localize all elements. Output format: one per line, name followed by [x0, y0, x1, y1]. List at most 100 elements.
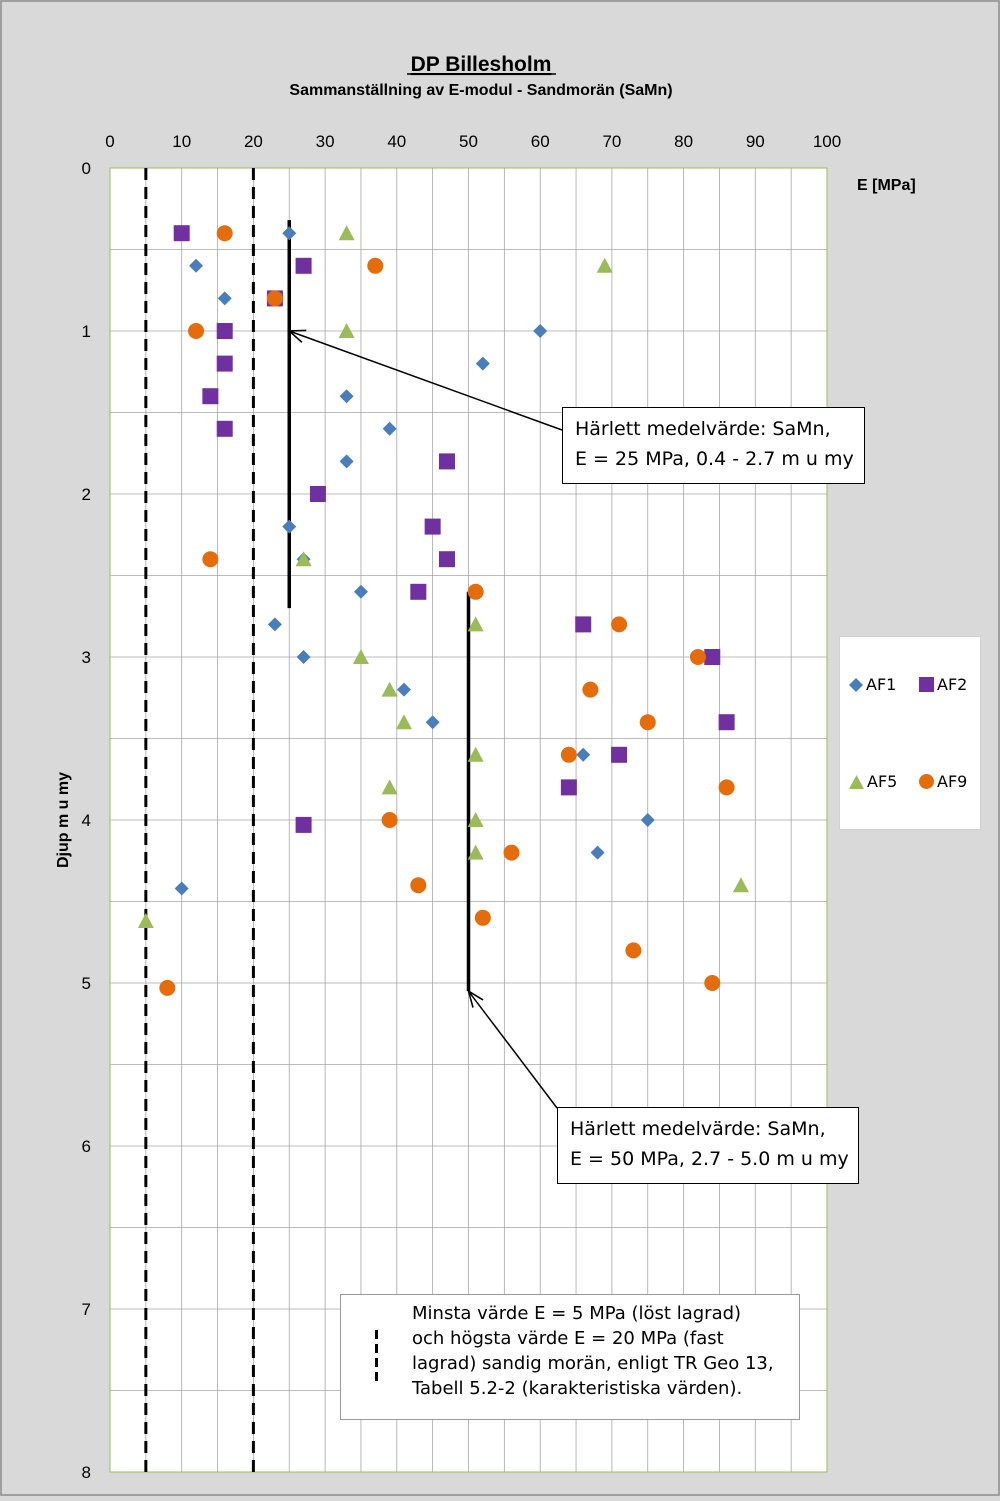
data-point-af9 [611, 616, 628, 633]
data-point-af5 [596, 257, 613, 273]
annotation-line: Härlett medelvärde: SaMn, [570, 1118, 826, 1140]
legend-label: AF1 [866, 675, 897, 694]
data-point-af2 [560, 779, 577, 796]
legend-item-af2: AF2 [919, 675, 967, 694]
data-point-af9 [216, 225, 233, 242]
y-tick-label: 0 [82, 159, 91, 178]
annotation-arrow-head [467, 989, 484, 1008]
annotation-mean-upper: Härlett medelvärde: SaMn, E = 25 MPa, 0.… [562, 407, 865, 484]
annotation-arrows [287, 329, 563, 1109]
data-point-af2 [410, 583, 427, 600]
data-point-af1 [282, 519, 297, 534]
data-point-af9 [410, 877, 427, 894]
annotation-arrow-line [288, 330, 563, 431]
data-point-af5 [467, 844, 484, 860]
data-point-af2 [202, 388, 219, 405]
circle-icon [919, 774, 934, 789]
x-tick-label: 100 [813, 132, 841, 151]
y-tick-label: 2 [82, 485, 91, 504]
data-point-af1 [640, 813, 655, 827]
data-point-af1 [267, 617, 282, 632]
y-tick-label: 4 [82, 811, 91, 830]
y-tick-label: 8 [82, 1463, 91, 1482]
data-point-af5 [137, 913, 154, 929]
data-point-af5 [381, 779, 398, 795]
data-point-af1 [475, 356, 490, 371]
x-tick-label: 60 [531, 132, 550, 151]
reference-lines [144, 168, 471, 1472]
data-point-af5 [338, 323, 355, 338]
x-tick-label: 40 [387, 132, 406, 151]
y-tick-label: 3 [82, 648, 91, 667]
data-point-af9 [367, 257, 384, 274]
x-tick-label: 10 [172, 132, 191, 151]
note-line: lagrad) sandig morän, enligt TR Geo 13, [412, 1353, 774, 1374]
data-point-af2 [438, 551, 455, 568]
data-point-af1 [353, 584, 368, 599]
x-tick-label: 20 [244, 132, 263, 151]
y-tick-label: 1 [82, 322, 91, 341]
legend-label: AF5 [867, 772, 898, 791]
data-point-af2 [704, 649, 721, 665]
legend-item-af1: AF1 [849, 675, 896, 694]
y-axis-label: Djup m u my [55, 772, 72, 868]
y-tick-label: 7 [82, 1300, 91, 1319]
reference-note-text: Minsta värde E = 5 MPa (löst lagrad) och… [412, 1301, 774, 1401]
plot-border [109, 167, 828, 1473]
data-point-af2 [575, 616, 592, 633]
triangle-icon [849, 774, 864, 789]
x-tick-label: 80 [674, 132, 693, 151]
chart-title: DP Billesholm [411, 53, 552, 76]
data-point-af2 [216, 355, 233, 372]
data-point-af1 [339, 389, 354, 404]
legend-item-af5: AF5 [849, 772, 897, 791]
data-point-af2 [611, 746, 628, 763]
x-axis-label: E [MPa] [857, 177, 916, 194]
data-point-af9 [467, 583, 484, 600]
data-point-af9 [582, 681, 599, 698]
x-tick-label: 90 [746, 132, 765, 151]
y-tick-label: 6 [82, 1137, 91, 1156]
x-tick-label: 0 [105, 132, 114, 151]
annotation-line: E = 25 MPa, 0.4 - 2.7 m u my [575, 448, 854, 470]
annotation-arrow-head [287, 329, 307, 343]
data-point-af5 [338, 225, 355, 241]
annotation-mean-lower: Härlett medelvärde: SaMn, E = 50 MPa, 2.… [557, 1107, 859, 1184]
data-point-af1 [217, 291, 232, 306]
data-point-af1 [533, 324, 548, 338]
data-point-af9 [266, 290, 283, 307]
square-icon [919, 677, 934, 692]
reference-note: Minsta värde E = 5 MPa (löst lagrad) och… [340, 1294, 800, 1420]
data-point-af9 [188, 323, 205, 339]
data-point-af5 [467, 746, 484, 762]
legend-label: AF2 [937, 675, 968, 694]
x-tick-label: 50 [459, 132, 478, 151]
note-line: Tabell 5.2-2 (karakteristiska värden). [412, 1378, 743, 1399]
data-point-af5 [381, 681, 398, 697]
data-point-af5 [467, 616, 484, 632]
note-line: Minsta värde E = 5 MPa (löst lagrad) [412, 1303, 742, 1324]
x-tick-label: 30 [316, 132, 335, 151]
data-point-af9 [560, 746, 577, 763]
data-point-af2 [295, 257, 312, 274]
data-point-af5 [467, 812, 484, 827]
y-tick-label: 5 [82, 974, 91, 993]
data-point-af9 [625, 942, 642, 959]
data-point-af1 [576, 747, 591, 762]
note-line: och högsta värde E = 20 MPa (fast [412, 1328, 724, 1349]
data-point-af5 [295, 551, 312, 567]
data-point-af9 [503, 844, 520, 861]
data-point-af5 [732, 877, 749, 893]
data-point-af2 [173, 225, 190, 242]
tick-labels: 0 10 20 30 40 50 60 70 80 90 100 0 1 2 3 4 5 6 7 8 [82, 132, 842, 1482]
data-point-af9 [689, 649, 706, 665]
data-point-af2 [438, 453, 455, 470]
data-point-af9 [718, 779, 735, 796]
data-point-af2 [216, 323, 233, 339]
annotation-arrow-line [467, 990, 558, 1109]
data-point-af9 [159, 979, 176, 996]
data-point-af1 [425, 715, 440, 730]
data-point-af9 [704, 975, 721, 991]
